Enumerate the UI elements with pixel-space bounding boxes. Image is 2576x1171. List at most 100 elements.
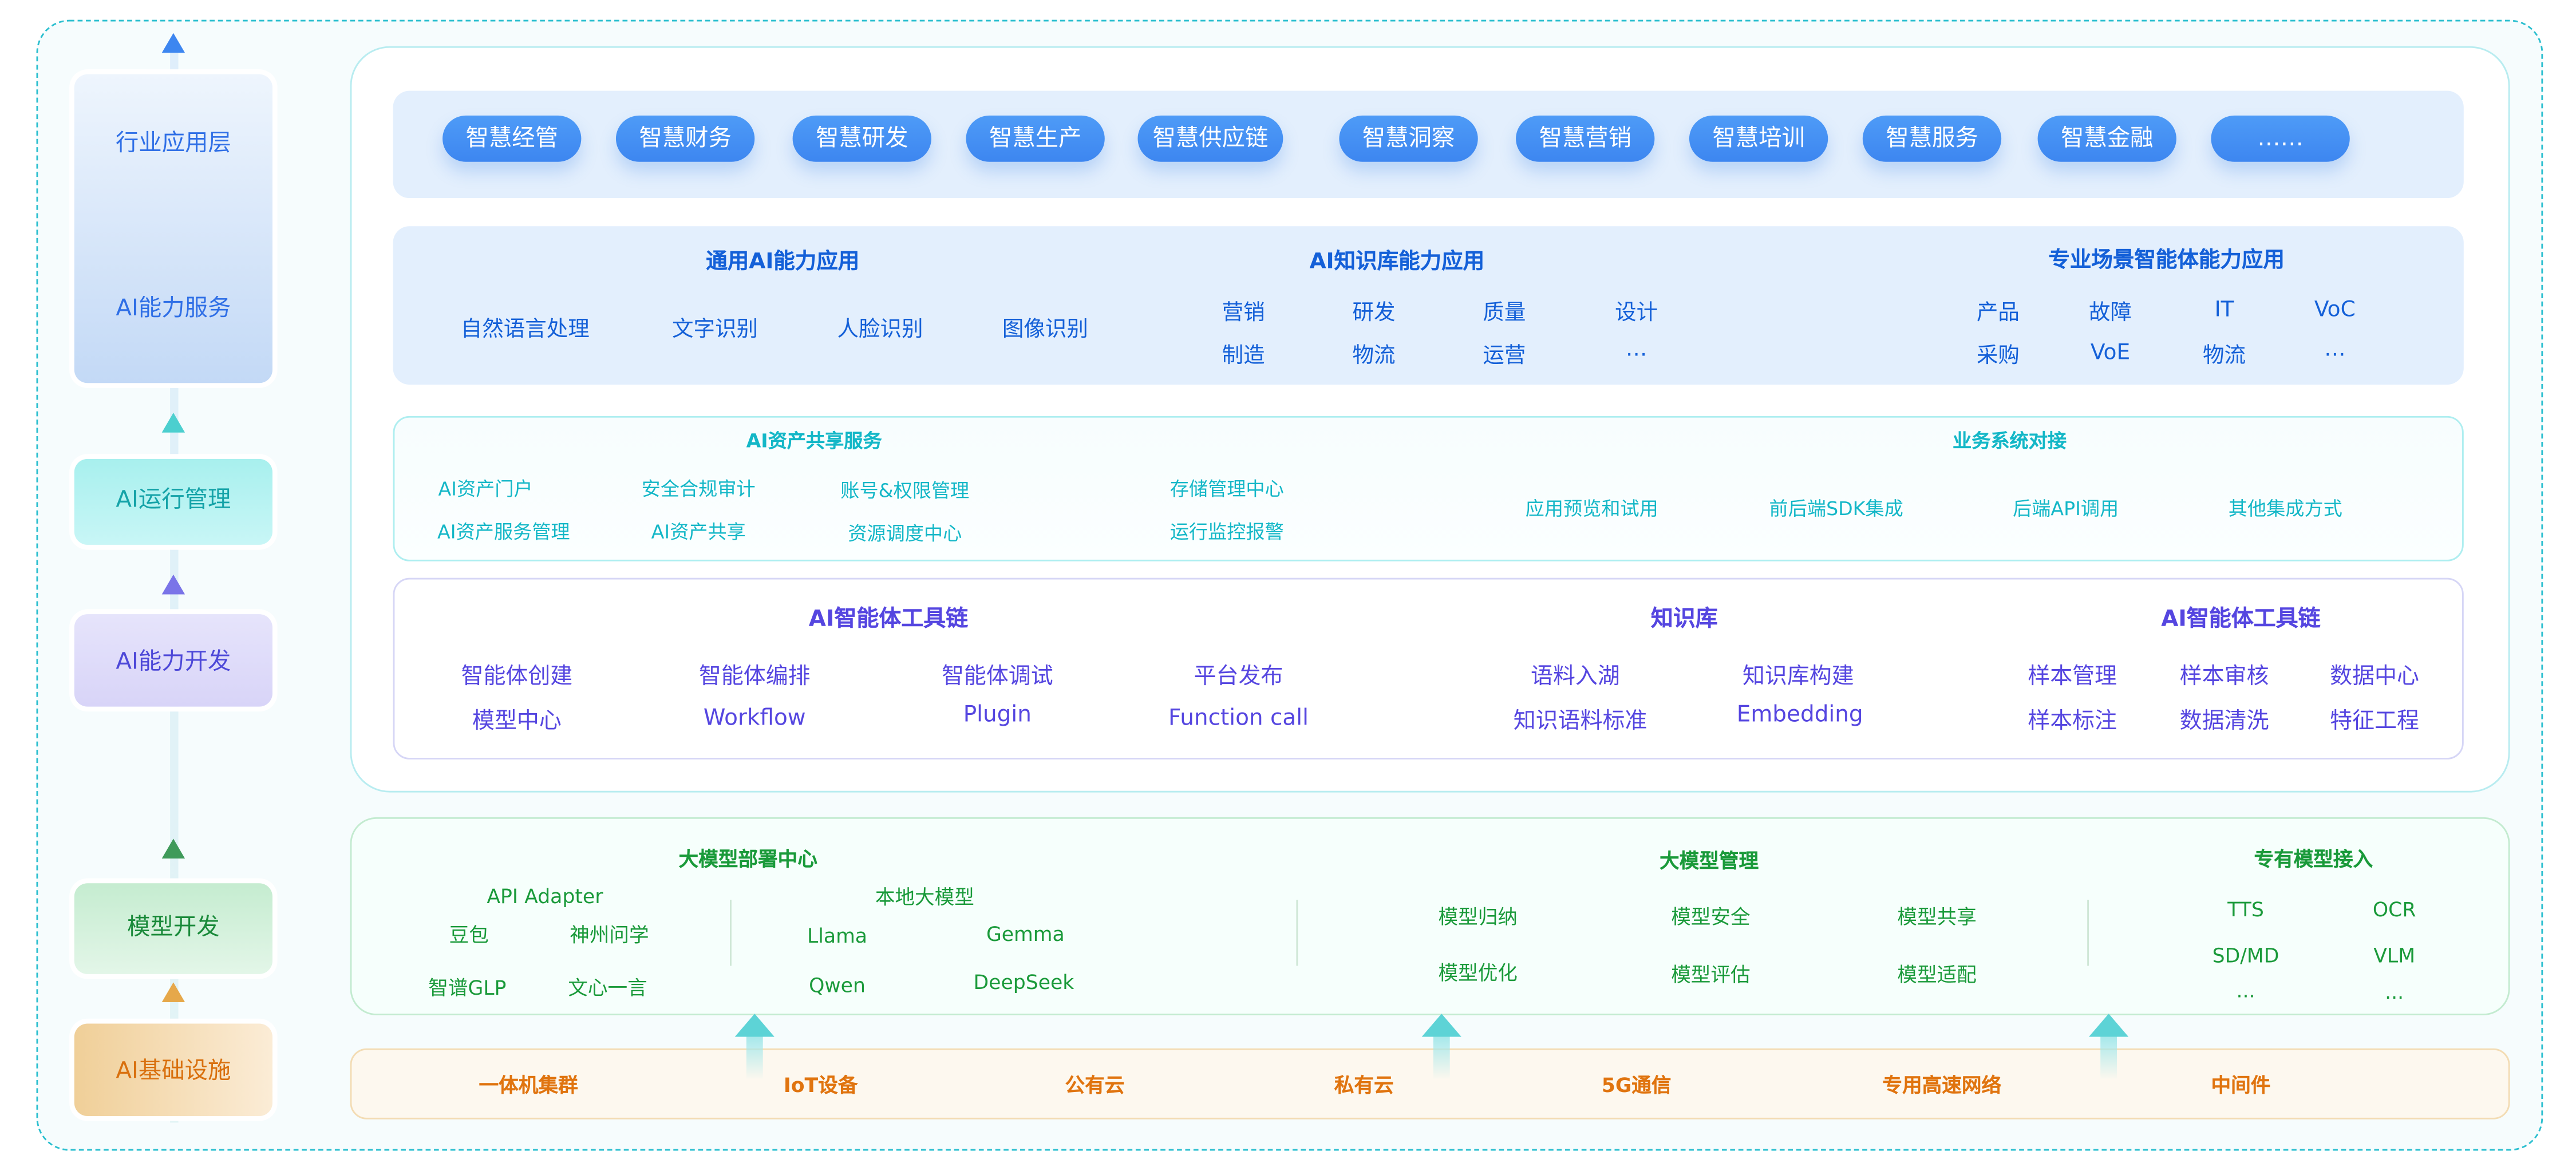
- deploy-item: 文心一言: [568, 976, 647, 1000]
- arrow-up-icon: [734, 1014, 775, 1080]
- toolchain2-item: 特征工程: [2330, 708, 2419, 735]
- kb-item: Embedding: [1736, 701, 1863, 729]
- ops-band: [393, 416, 2464, 561]
- toolchain2-item: 数据清洗: [2179, 708, 2269, 735]
- knowledge-ai-item: 制造: [1222, 344, 1265, 369]
- infra-item: 中间件: [2211, 1074, 2271, 1097]
- toolchain2-item: 样本标注: [2028, 708, 2117, 735]
- manage-item: 模型共享: [1897, 905, 1977, 929]
- knowledge-ai-title: AI知识库能力应用: [1309, 250, 1485, 275]
- toolchain-item: 智能体调试: [941, 663, 1053, 690]
- app-pill[interactable]: 智慧服务: [1862, 115, 2002, 162]
- arrow-up-icon: [161, 33, 185, 53]
- toolchain2-item: 数据中心: [2330, 663, 2419, 690]
- scenario-ai-item: VoE: [2090, 341, 2131, 366]
- manage-item: 模型归纳: [1438, 905, 1518, 929]
- deploy-item: API Adapter: [487, 885, 603, 908]
- layer-industry: 行业应用层: [115, 130, 231, 157]
- deploy-item: 智谱GLP: [428, 976, 507, 1000]
- scenario-ai-item: IT: [2214, 298, 2234, 323]
- scenario-ai-item: 故障: [2088, 301, 2132, 326]
- proprietary-item: TTS: [2227, 898, 2264, 921]
- toolchain2-item: 样本管理: [2028, 663, 2117, 690]
- asset-item: AI资产共享: [651, 520, 746, 544]
- toolchain-item: 智能体编排: [698, 663, 811, 690]
- app-pill[interactable]: 智慧培训: [1689, 115, 1828, 162]
- general-ai-item: 人脸识别: [837, 318, 923, 343]
- deploy-item: Qwen: [809, 974, 866, 998]
- knowledge-ai-item: 研发: [1352, 301, 1396, 326]
- toolchain-item: Workflow: [703, 705, 806, 731]
- deploy-item: 豆包: [449, 923, 489, 947]
- kb-item: 语料入湖: [1531, 663, 1620, 690]
- scenario-ai-item: 物流: [2203, 344, 2246, 369]
- arrow-up-icon: [1421, 1014, 1461, 1080]
- integration-title: 业务系统对接: [1953, 429, 2067, 453]
- toolchain-item: 平台发布: [1194, 663, 1283, 690]
- layer-box-service: [74, 74, 272, 383]
- scenario-ai-item: 采购: [1976, 344, 2020, 369]
- toolchain2-item: 样本审核: [2179, 663, 2269, 690]
- asset-item: AI资产服务管理: [437, 520, 570, 544]
- layer-ai-service: AI能力服务: [116, 295, 231, 322]
- divider: [729, 900, 732, 966]
- app-pill[interactable]: 智慧洞察: [1339, 115, 1478, 162]
- scenario-ai-item: 产品: [1976, 301, 2020, 326]
- app-pill[interactable]: 智慧经管: [442, 115, 582, 162]
- general-ai-title: 通用AI能力应用: [706, 250, 860, 275]
- manage-title: 大模型管理: [1660, 849, 1759, 873]
- integration-item: 应用预览和试用: [1525, 497, 1658, 520]
- manage-item: 模型评估: [1671, 963, 1751, 987]
- toolchain-item: 模型中心: [472, 708, 562, 735]
- deploy-item: 神州问学: [570, 923, 649, 947]
- proprietary-item: OCR: [2372, 898, 2416, 921]
- infra-item: 私有云: [1334, 1074, 1394, 1097]
- manage-item: 模型适配: [1897, 963, 1977, 987]
- kb-item: 知识库构建: [1742, 663, 1854, 690]
- general-ai-item: 自然语言处理: [460, 318, 590, 343]
- infra-item: 5G通信: [1601, 1074, 1672, 1097]
- proprietary-item: SD/MD: [2212, 944, 2279, 968]
- divider: [2087, 900, 2089, 966]
- knowledge-ai-item: …: [1625, 337, 1647, 363]
- scenario-ai-item: VoC: [2314, 298, 2356, 323]
- deploy-item: Llama: [807, 924, 868, 948]
- app-pill[interactable]: 智慧生产: [966, 115, 1105, 162]
- app-pill[interactable]: 智慧营销: [1516, 115, 1655, 162]
- manage-item: 模型优化: [1438, 962, 1518, 985]
- proprietary-item: ...: [2236, 979, 2255, 1002]
- app-pill-more[interactable]: ……: [2211, 115, 2350, 162]
- infra-item: 专用高速网络: [1882, 1074, 2002, 1097]
- infra-item: 一体机集群: [479, 1074, 578, 1097]
- infra-item: IoT设备: [783, 1074, 858, 1097]
- asset-share-title: AI资产共享服务: [746, 429, 882, 453]
- toolchain-item: Plugin: [963, 701, 1032, 729]
- knowledge-ai-item: 设计: [1615, 301, 1658, 326]
- toolchain-title: AI智能体工具链: [808, 606, 969, 632]
- asset-item: 安全合规审计: [641, 477, 756, 501]
- app-pill[interactable]: 智慧财务: [615, 115, 755, 162]
- arrow-up-icon: [161, 838, 185, 859]
- app-pill[interactable]: 智慧研发: [792, 115, 931, 162]
- layer-infra: AI基础设施: [116, 1058, 231, 1085]
- asset-item: 存储管理中心: [1170, 477, 1284, 501]
- kb-item: 知识语料标准: [1513, 708, 1647, 735]
- knowledge-ai-item: 营销: [1222, 301, 1265, 326]
- deploy-title: 大模型部署中心: [678, 848, 817, 871]
- app-pill[interactable]: 智慧供应链: [1137, 115, 1283, 162]
- toolchain2-title: AI智能体工具链: [2161, 606, 2321, 632]
- layer-ai-ops: AI运行管理: [116, 486, 231, 514]
- divider: [1296, 900, 1298, 966]
- arrow-up-icon: [161, 413, 185, 433]
- layer-box-model: [74, 883, 272, 974]
- integration-item: 后端API调用: [2013, 497, 2119, 520]
- asset-item: AI资产门户: [438, 477, 533, 501]
- general-ai-item: 图像识别: [1002, 318, 1088, 343]
- app-pill[interactable]: 智慧金融: [2037, 115, 2176, 162]
- layer-ai-dev: AI能力开发: [116, 648, 231, 675]
- ai-apps-band: [393, 226, 2464, 385]
- model-panel: [350, 817, 2510, 1016]
- asset-item: 运行监控报警: [1170, 520, 1284, 544]
- knowledge-ai-item: 质量: [1483, 301, 1526, 326]
